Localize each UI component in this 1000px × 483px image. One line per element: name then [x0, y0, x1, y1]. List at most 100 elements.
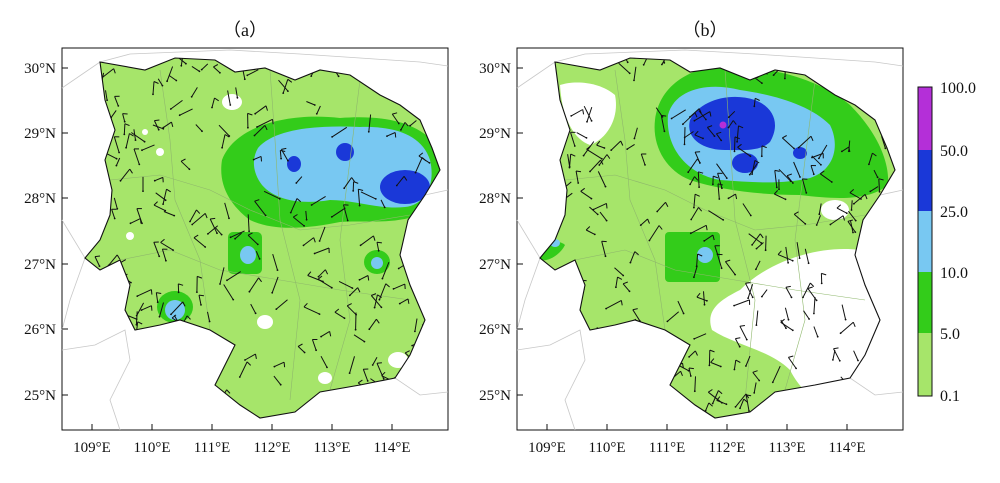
wind-barb: [370, 295, 382, 308]
wind-barb: [130, 218, 141, 224]
wind-barb: [137, 289, 152, 297]
station-dot: [745, 338, 748, 341]
wind-barb: [94, 256, 100, 267]
station-dot: [313, 252, 316, 255]
wind-barb-flag: [204, 213, 208, 219]
wind-barb: [570, 109, 583, 117]
wind-barb: [851, 200, 853, 211]
station-dot: [590, 120, 593, 122]
wind-barb: [696, 253, 699, 267]
wind-barb: [154, 176, 164, 182]
station-dot: [310, 75, 313, 77]
station-dot: [758, 379, 761, 382]
station-dot: [725, 177, 728, 180]
wind-barb: [223, 284, 234, 300]
station-dot: [428, 162, 431, 164]
station-dot: [805, 192, 808, 194]
wind-barb: [802, 282, 811, 298]
station-dot: [815, 224, 818, 226]
wind-barb-flag: [166, 188, 171, 193]
wind-barb: [774, 193, 786, 200]
wind-barb-flag: [196, 209, 201, 214]
station-dot: [180, 64, 183, 67]
wind-barb: [707, 391, 723, 404]
station-dot: [142, 190, 144, 193]
station-dot: [253, 134, 256, 137]
wind-barb: [331, 126, 348, 138]
wind-barb: [255, 251, 261, 260]
station-dot: [593, 233, 596, 236]
wind-barb: [803, 310, 810, 320]
wind-barb-flag: [576, 170, 582, 173]
station-dot: [397, 267, 400, 270]
wind-barb: [105, 90, 108, 101]
station-dot: [271, 291, 274, 294]
wind-barb: [742, 203, 752, 216]
precip-light-blue-patch: [240, 246, 256, 264]
station-dot: [256, 243, 259, 246]
station-dot: [363, 340, 366, 343]
lat-label: 28°N: [479, 191, 511, 207]
wind-barb-flag: [716, 131, 722, 135]
wind-barb: [207, 311, 211, 322]
wind-barb-flag: [617, 276, 623, 280]
wind-barb: [632, 309, 641, 322]
station-dot: [708, 364, 711, 367]
wind-barb: [316, 105, 321, 115]
wind-barb: [400, 122, 406, 131]
station-dot: [610, 149, 613, 152]
wind-barb-flag: [303, 302, 308, 308]
station-dot: [135, 314, 138, 317]
station-dot: [644, 164, 646, 166]
lat-label: 29°N: [479, 126, 511, 142]
wind-barb-flag: [357, 379, 363, 384]
lat-label: 25°N: [479, 388, 511, 404]
station-dot: [682, 123, 684, 126]
wind-barb-flag: [214, 97, 219, 102]
wind-barb: [159, 302, 164, 317]
wind-barb: [818, 203, 822, 215]
station-dot: [166, 80, 169, 83]
station-dot: [366, 380, 369, 382]
station-dot: [799, 176, 801, 178]
wind-barb-flag: [698, 108, 702, 114]
station-dot: [178, 114, 181, 117]
wind-barb-flag: [718, 390, 723, 395]
station-dot: [568, 165, 571, 168]
station-dot: [626, 61, 629, 64]
station-dot: [734, 273, 736, 276]
wind-barb: [717, 173, 723, 189]
wind-barb: [250, 303, 257, 314]
wind-barb: [708, 210, 724, 221]
station-dot: [721, 401, 723, 404]
wind-barb: [753, 98, 756, 107]
wind-barb: [873, 169, 879, 178]
station-dot: [852, 231, 854, 234]
wind-barb-flag: [713, 175, 719, 179]
station-dot: [802, 296, 804, 299]
station-dot: [753, 392, 756, 394]
lat-labels: 30°N 29°N 28°N 27°N 26°N 25°N: [479, 61, 511, 404]
wind-barb: [362, 369, 369, 382]
station-dot: [348, 294, 351, 297]
station-dot: [839, 332, 842, 335]
wind-barb-flag: [688, 367, 694, 370]
wind-barb: [297, 346, 305, 353]
no-rain-region: [710, 249, 895, 410]
wind-barb: [110, 110, 117, 118]
station-dot: [411, 344, 414, 347]
wind-barb-flag: [351, 177, 355, 182]
station-dot: [161, 84, 164, 87]
wind-barb-flag: [129, 133, 134, 137]
wind-barb: [816, 215, 821, 226]
wind-barb: [161, 248, 167, 261]
wind-barb: [736, 125, 739, 142]
colorbar-label: 50.0: [940, 143, 968, 160]
station-dot: [322, 280, 324, 283]
lon-label: 113°E: [768, 440, 805, 456]
wind-barb: [772, 365, 781, 383]
station-dot: [727, 126, 730, 129]
station-dot: [313, 104, 316, 106]
station-dot: [661, 63, 663, 66]
lon-label: 111°E: [649, 440, 686, 456]
